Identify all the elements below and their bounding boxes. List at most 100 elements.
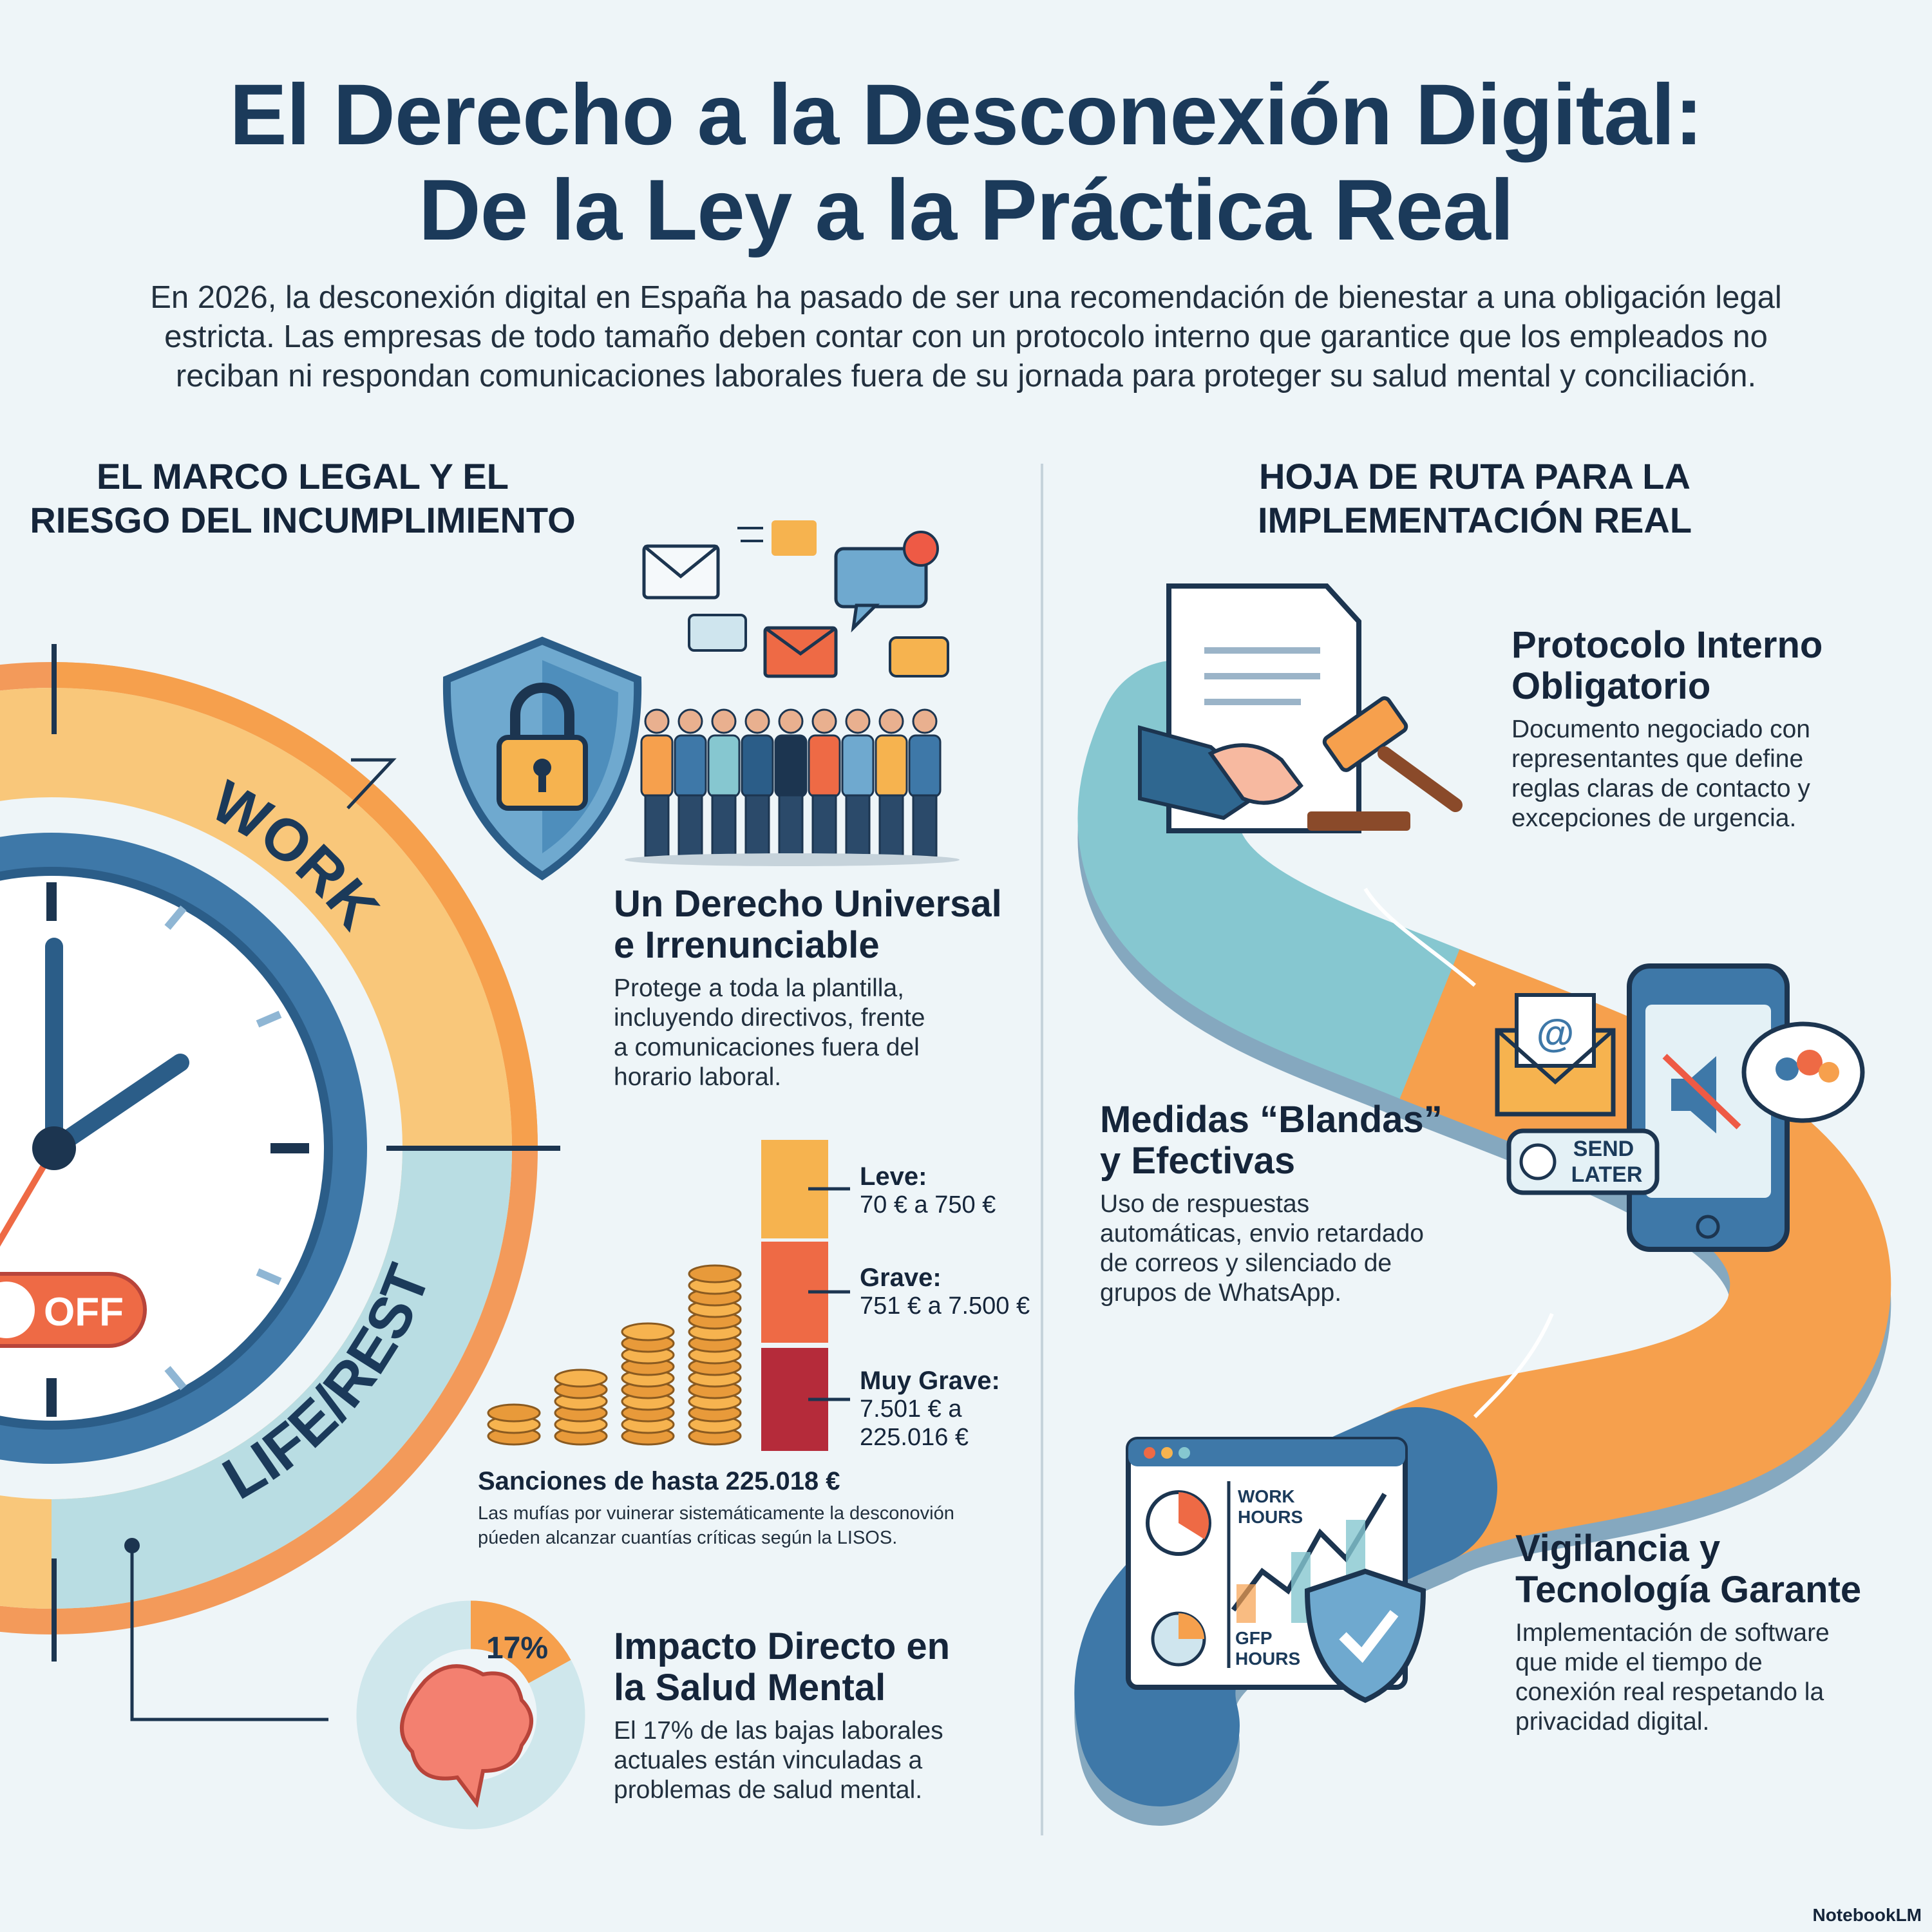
sanctions-body: Las mufías por vuinerar sistemáticamente… — [478, 1501, 954, 1550]
phone-icon-part — [1496, 1028, 1615, 1085]
right-heading-line: HOJA DE RUTA PARA LA — [1259, 456, 1690, 497]
clock-part — [32, 1126, 76, 1170]
intro-line: reciban ni respondan comunicaciones labo… — [175, 359, 1757, 393]
clock-part — [0, 1146, 57, 1247]
universal-body-line: incluyendo directivos, frente — [614, 1004, 925, 1032]
intro-line: En 2026, la desconexión digital en Españ… — [150, 280, 1782, 315]
left-heading-line: RIESGO DEL INCUMPLIMIENTO — [30, 500, 576, 540]
people-group-part — [644, 794, 670, 858]
people-group-part — [644, 708, 670, 734]
universal-title-line: Un Derecho Universal — [614, 883, 1002, 925]
dashboard-icon-part — [1128, 1439, 1405, 1466]
level-range: 751 € a 7.500 € — [860, 1292, 1030, 1320]
step-title-line: y Efectivas — [1100, 1140, 1296, 1182]
people-group-part — [878, 708, 904, 734]
shield-lock-part — [538, 770, 546, 792]
people-group-part — [811, 708, 837, 734]
sanctions-block: Sanciones de hasta 225.018 € Las mufías … — [478, 1467, 954, 1550]
universal-body-line: a comunicaciones fuera del — [614, 1034, 920, 1061]
dashboard-icon-part — [1161, 1447, 1173, 1459]
roadmap-ribbon-part — [1077, 660, 1510, 1104]
phone-icon: @ SEND LATER — [1495, 963, 1865, 1252]
off-switch-label: OFF — [44, 1290, 124, 1334]
messages-part — [851, 603, 880, 633]
step-block: Medidas “Blandas” y Efectivas Uso de resp… — [1100, 1099, 1443, 1308]
right-heading: HOJA DE RUTA PARA LA IMPLEMENTACIÓN REAL — [1043, 455, 1906, 542]
coin-stacks-part — [554, 1368, 608, 1388]
intro: En 2026, la desconexión digital en Españ… — [39, 278, 1893, 396]
clock-part — [51, 662, 538, 1149]
shield-lock-part — [533, 759, 551, 777]
sanctions-body-line: púeden alcanzar cuantías críticas según … — [478, 1528, 898, 1548]
people-group-part — [774, 734, 808, 798]
dashboard-icon-part — [1144, 1447, 1155, 1459]
step-body-line: que mide el tiempo de — [1515, 1649, 1763, 1676]
mental-health-body-line: actuales están vinculadas a — [614, 1747, 923, 1774]
phone-icon-part — [1515, 993, 1596, 1068]
percent-label: 17% — [486, 1631, 548, 1665]
clock-part — [0, 1282, 35, 1338]
percent-arc — [469, 1600, 571, 1684]
mental-health-title: Impacto Directo en la Salud Mental — [614, 1626, 950, 1709]
step-body-line: excepciones de urgencia. — [1511, 804, 1797, 832]
step-body-line: reglas claras de contacto y — [1511, 775, 1810, 802]
people-group-part — [811, 794, 837, 858]
universal-body-line: Protege a toda la plantilla, — [614, 974, 904, 1002]
clock-part — [124, 1538, 140, 1553]
coin-stacks-part — [688, 1264, 742, 1283]
mental-health-block: Impacto Directo en la Salud Mental El 17%… — [614, 1626, 950, 1805]
coin-stacks — [487, 1264, 742, 1446]
step-title-line: Obligatorio — [1511, 665, 1711, 707]
level-range: 7.501 € a 225.016 € — [860, 1395, 1000, 1452]
clock-part — [130, 1546, 328, 1721]
universal-body-line: horario laboral. — [614, 1063, 782, 1091]
send-later-label: SEND — [1573, 1137, 1634, 1161]
people-group-part — [841, 734, 875, 798]
dashboard-icon-part — [1304, 1568, 1426, 1703]
step-title-line: Medidas “Blandas” — [1100, 1099, 1443, 1141]
title-line: De la Ley a la Práctica Real — [418, 162, 1514, 258]
level-muy-grave: Muy Grave: 7.501 € a 225.016 € — [860, 1367, 1000, 1452]
gfp-hours-label: HOURS — [1235, 1649, 1300, 1669]
sanctions-body-line: Las mufías por vuinerar sistemáticamente… — [478, 1503, 954, 1524]
step-body-line: conexión real respetando la — [1515, 1678, 1824, 1706]
mental-health-donut: 17% — [356, 1600, 585, 1830]
people-group — [625, 708, 960, 866]
people-group-part — [875, 734, 908, 798]
people-group-part — [845, 708, 871, 734]
step-title-line: Tecnología Garante — [1515, 1569, 1862, 1611]
clock-part — [45, 1054, 189, 1157]
clock-part — [51, 1148, 512, 1609]
people-group-part — [912, 708, 938, 734]
messages-part — [688, 614, 747, 652]
people-group-part — [778, 794, 804, 858]
people-group-part — [744, 708, 770, 734]
clock-part — [0, 1272, 147, 1348]
people-group-part — [912, 794, 938, 858]
phone-icon-part — [1776, 1057, 1799, 1081]
shield-lock — [442, 636, 642, 881]
people-group-part — [625, 853, 960, 866]
intro-line: estricta. Las empresas de todo tamaño de… — [164, 319, 1768, 354]
mental-health-body-line: El 17% de las bajas laborales — [614, 1717, 943, 1745]
protocol-icon-part — [1322, 696, 1408, 772]
phone-icon-part — [1519, 1143, 1557, 1180]
step-title: Vigilancia y Tecnología Garante — [1515, 1528, 1861, 1611]
step-body-line: privacidad digital. — [1515, 1708, 1710, 1736]
protocol-icon-part — [1307, 811, 1410, 831]
level-range-line: 751 € a 7.500 € — [860, 1293, 1030, 1320]
level-name: Grave: — [860, 1264, 942, 1292]
universal-body: Protege a toda la plantilla, incluyendo d… — [614, 974, 1002, 1092]
dashboard-icon: WORK HOURS GFP HOURS — [1126, 1437, 1426, 1703]
protocol-icon-part — [1208, 743, 1303, 805]
messages — [642, 520, 949, 678]
messages-part — [889, 636, 949, 677]
clock-part — [346, 758, 397, 810]
dashboard-icon-part — [1236, 1584, 1256, 1623]
level-name: Muy Grave: — [860, 1367, 1000, 1395]
messages-part — [903, 531, 939, 567]
step-title: Medidas “Blandas” y Efectivas — [1100, 1099, 1443, 1182]
shield-lock-part — [510, 683, 574, 741]
step-body-line: Implementación de software — [1515, 1619, 1830, 1647]
